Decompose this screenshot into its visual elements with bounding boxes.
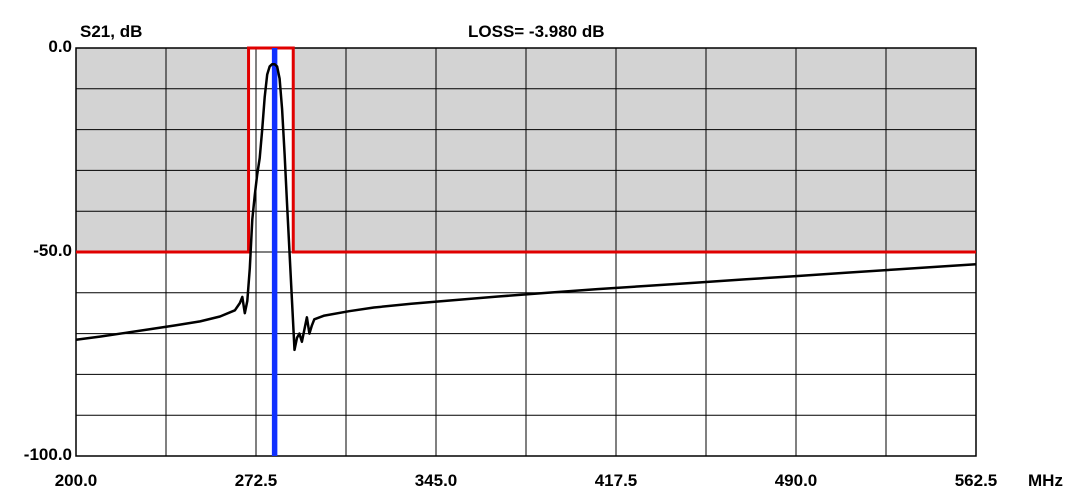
x-tick-label: 200.0 — [55, 471, 98, 490]
y-axis-label: S21, dB — [80, 22, 142, 41]
y-tick-label: -50.0 — [33, 241, 72, 260]
x-tick-label: 345.0 — [415, 471, 458, 490]
x-tick-label: 417.5 — [595, 471, 638, 490]
series-line — [75, 62, 977, 352]
x-tick-label: 562.5 — [955, 471, 998, 490]
mask-shaded-right — [293, 48, 976, 252]
y-tick-label: 0.0 — [48, 37, 72, 56]
x-axis-unit: MHz — [1028, 471, 1063, 490]
mask-shaded-left — [76, 48, 249, 252]
mask-line — [76, 46, 976, 254]
x-tick-label: 272.5 — [235, 471, 278, 490]
chart-title: LOSS= -3.980 dB — [468, 22, 605, 41]
plot-area — [75, 46, 977, 457]
y-tick-label: -100.0 — [24, 445, 72, 464]
x-tick-label: 490.0 — [775, 471, 818, 490]
